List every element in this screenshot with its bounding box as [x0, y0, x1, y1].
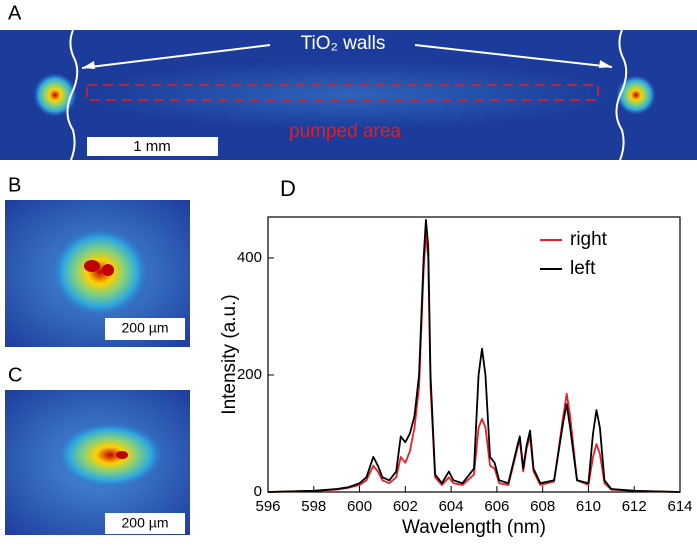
spot: [55, 421, 165, 489]
y-tick-label: 0: [254, 483, 262, 500]
panel-label: D: [280, 176, 296, 201]
x-tick-label: 602: [393, 498, 418, 515]
scale-bar: [105, 318, 185, 340]
scale-bar: [87, 137, 218, 156]
spot: [50, 226, 150, 318]
x-tick-label: 600: [347, 498, 372, 515]
y-tick-label: 200: [237, 366, 262, 383]
arrow: [414, 44, 613, 68]
hot-spot: [102, 264, 114, 276]
scale-label: 200 µm: [122, 320, 169, 336]
pumped-label: pumped area: [289, 121, 401, 142]
legend-label: left: [570, 258, 596, 279]
glow: [80, 60, 620, 130]
hot-spot: [116, 451, 128, 459]
x-tick-label: 606: [484, 498, 509, 515]
x-tick-label: 608: [530, 498, 555, 515]
arrow: [81, 44, 271, 69]
legend-label: right: [570, 229, 608, 250]
x-tick-label: 604: [439, 498, 464, 515]
scale-label: 200 µm: [122, 515, 169, 531]
x-tick-label: 610: [576, 498, 601, 515]
scale-bar: [105, 513, 185, 534]
walls-label: TiO₂ walls: [301, 33, 386, 54]
series-line: [267, 219, 681, 493]
series-line: [267, 233, 681, 493]
arrowhead: [599, 60, 612, 68]
hot-spot: [84, 260, 100, 272]
spot-left: [33, 73, 77, 117]
panel-b: B 200 µm: [5, 174, 190, 347]
panel-label: A: [8, 2, 22, 24]
scale-label: 1 mm: [133, 138, 171, 155]
plot-frame: [267, 216, 681, 493]
y-tick-label: 400: [237, 249, 262, 266]
panel-label: B: [8, 174, 21, 196]
x-tick-label: 598: [301, 498, 326, 515]
x-tick-label: 596: [255, 498, 280, 515]
spot-right: [616, 75, 656, 115]
wall-right: [615, 29, 628, 161]
y-axis-label: Intensity (a.u.): [219, 294, 240, 414]
arrowhead: [82, 61, 95, 69]
x-tick-label: 614: [667, 498, 692, 515]
panel-a: TiO₂ walls pumped area 1 mm A: [0, 2, 697, 161]
pumped-region: [86, 84, 599, 101]
panel-c: C 200 µm: [5, 364, 190, 535]
x-axis-label: Wavelength (nm): [402, 517, 546, 538]
chart: D 596 598 600 602 604 606 608 610 612 614 0 200 400 W…: [219, 176, 693, 538]
x-tick-label: 612: [622, 498, 647, 515]
wall-left: [66, 29, 79, 161]
panel-label: C: [8, 364, 22, 386]
